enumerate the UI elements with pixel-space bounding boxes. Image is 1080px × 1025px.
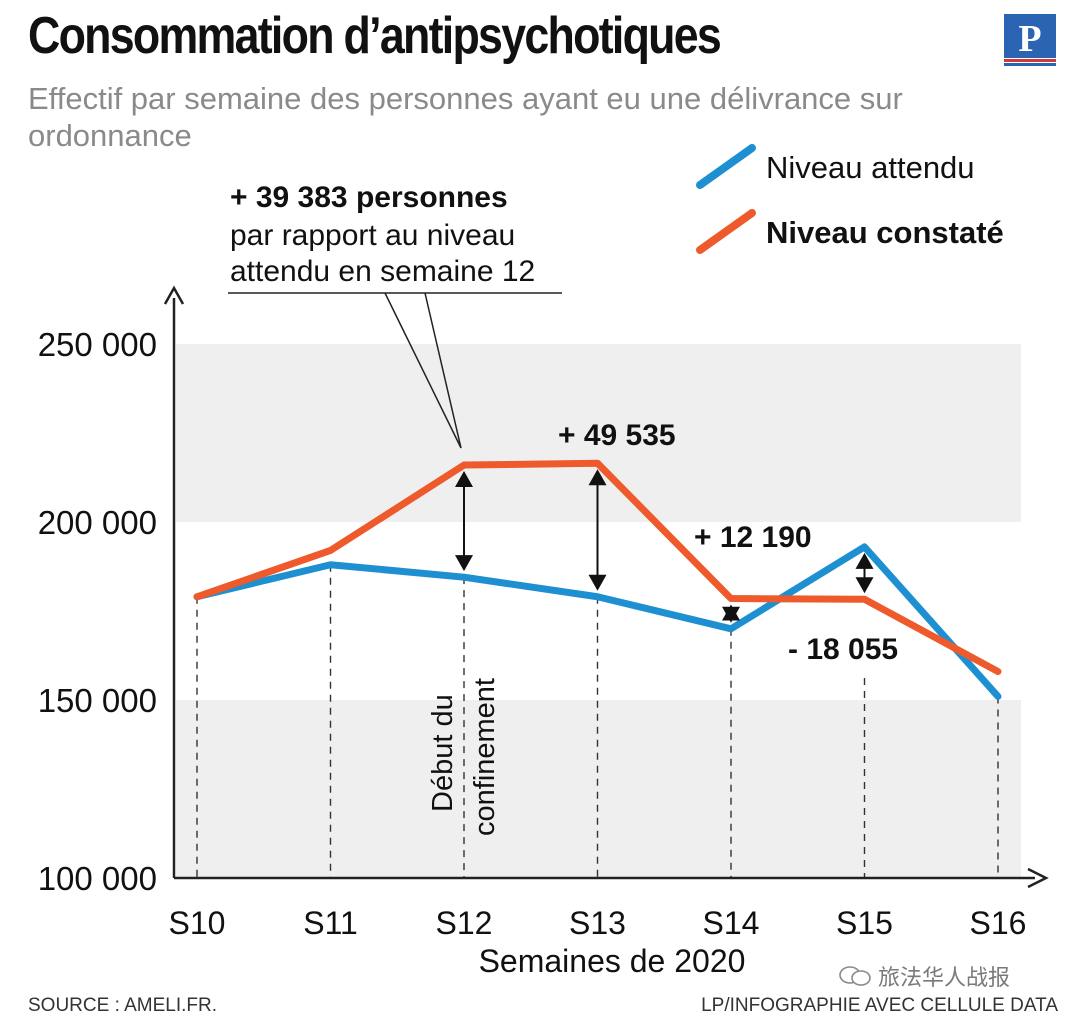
publication-logo: P <box>1004 14 1056 66</box>
background-bands <box>176 344 1021 878</box>
x-tick-labels: S10 S11 S12 S13 S14 S15 S16 <box>169 905 1027 941</box>
diff-arrowhead-down <box>722 606 740 623</box>
x-tick-label: S15 <box>836 905 893 941</box>
y-tick-label: 150 000 <box>38 682 157 719</box>
diff-label-s13: + 49 535 <box>558 419 676 452</box>
callout-pointer <box>384 292 462 449</box>
diff-arrowhead-down <box>588 574 607 591</box>
logo-letter: P <box>1018 18 1041 60</box>
diff-label-s15: - 18 055 <box>788 633 898 666</box>
band-0 <box>176 700 1021 878</box>
y-tick-label: 200 000 <box>38 504 157 541</box>
source-note: SOURCE : AMELI.FR. <box>28 995 217 1016</box>
legend-swatch-observed <box>696 209 756 254</box>
callout-line2: par rapport au niveau <box>230 219 515 252</box>
chart-subtitle: Effectif par semaine des personnes ayant… <box>28 81 903 153</box>
chart-title: Consommation d’antipsychotiques <box>28 7 722 65</box>
y-axis-arrow <box>163 285 185 305</box>
legend-swatch-expected <box>696 144 756 189</box>
watermark: 旅法华人战报 <box>838 960 1010 992</box>
legend-label-expected: Niveau attendu <box>766 150 975 185</box>
y-tick-labels: 100 000 150 000 200 000 250 000 <box>38 326 157 897</box>
diff-arrowhead-up <box>855 552 874 569</box>
diff-arrowhead-down <box>455 555 473 572</box>
x-axis-label: Semaines de 2020 <box>479 943 746 979</box>
callout-line3: attendu en semaine 12 <box>230 255 535 288</box>
axes <box>163 285 1049 889</box>
x-tick-label: S13 <box>569 905 626 941</box>
diff-arrowhead-up <box>455 471 473 488</box>
callout-line1: + 39 383 personnes <box>230 181 508 214</box>
series-lines <box>193 459 1002 700</box>
legend-label-observed: Niveau constaté <box>766 215 1004 250</box>
legend: Niveau attendu Niveau constaté <box>696 144 1004 254</box>
callout: + 39 383 personnes par rapport au niveau… <box>228 181 562 449</box>
credit-note: LP/INFOGRAPHIE AVEC CELLULE DATA <box>701 995 1058 1016</box>
watermark-text: 旅法华人战报 <box>878 965 1011 990</box>
x-axis-arrow <box>1027 867 1049 889</box>
diff-arrowhead-down <box>855 577 874 594</box>
x-tick-label: S10 <box>169 905 226 941</box>
diff-label-s14: + 12 190 <box>694 521 812 554</box>
x-tick-label: S14 <box>703 905 760 941</box>
x-tick-label: S12 <box>436 905 493 941</box>
week-guides <box>196 564 999 878</box>
x-tick-label: S16 <box>970 905 1027 941</box>
y-tick-label: 100 000 <box>38 860 157 897</box>
x-tick-label: S11 <box>303 905 358 941</box>
diff-arrowhead-up <box>588 469 607 486</box>
y-tick-label: 250 000 <box>38 326 157 363</box>
confinement-label-line2: confinement <box>469 678 501 836</box>
wechat-icon <box>839 966 871 986</box>
confinement-label-line1: Début du <box>427 694 459 812</box>
difference-arrows <box>455 469 874 623</box>
